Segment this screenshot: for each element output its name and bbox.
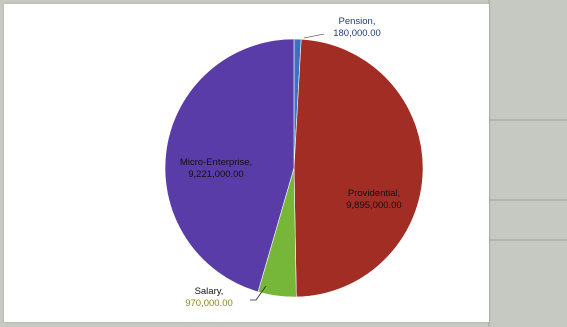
data-labels: Pension,180,000.00 Providential,9,895,000…	[180, 16, 402, 309]
pie-slices	[164, 38, 424, 298]
leader-line-pension	[303, 33, 325, 39]
slice-label-micro-enterprise: Micro-Enterprise,	[180, 157, 252, 168]
slice-label-salary: Salary,	[195, 286, 224, 297]
chart-card: Pension, 180,000.00 Providential, 9,895,000…	[4, 4, 489, 322]
pie-slice-micro-enterprise	[164, 38, 295, 293]
slice-label-pension: Pension,	[339, 16, 376, 27]
slice-value-providential: 9,895,000.00	[346, 200, 401, 211]
slice-value-micro-enterprise: 9,221,000.00	[188, 169, 243, 180]
slice-label-providential: Providential,	[348, 188, 400, 199]
leader-lines	[250, 33, 325, 301]
pie-slice-providential	[293, 38, 424, 298]
slice-value-pension: 180,000.00	[333, 28, 381, 39]
pie-chart: Pension,180,000.00 Providential,9,895,000…	[164, 16, 424, 309]
leader-line-salary	[250, 285, 267, 301]
slice-value-salary: 970,000.00	[185, 298, 233, 309]
